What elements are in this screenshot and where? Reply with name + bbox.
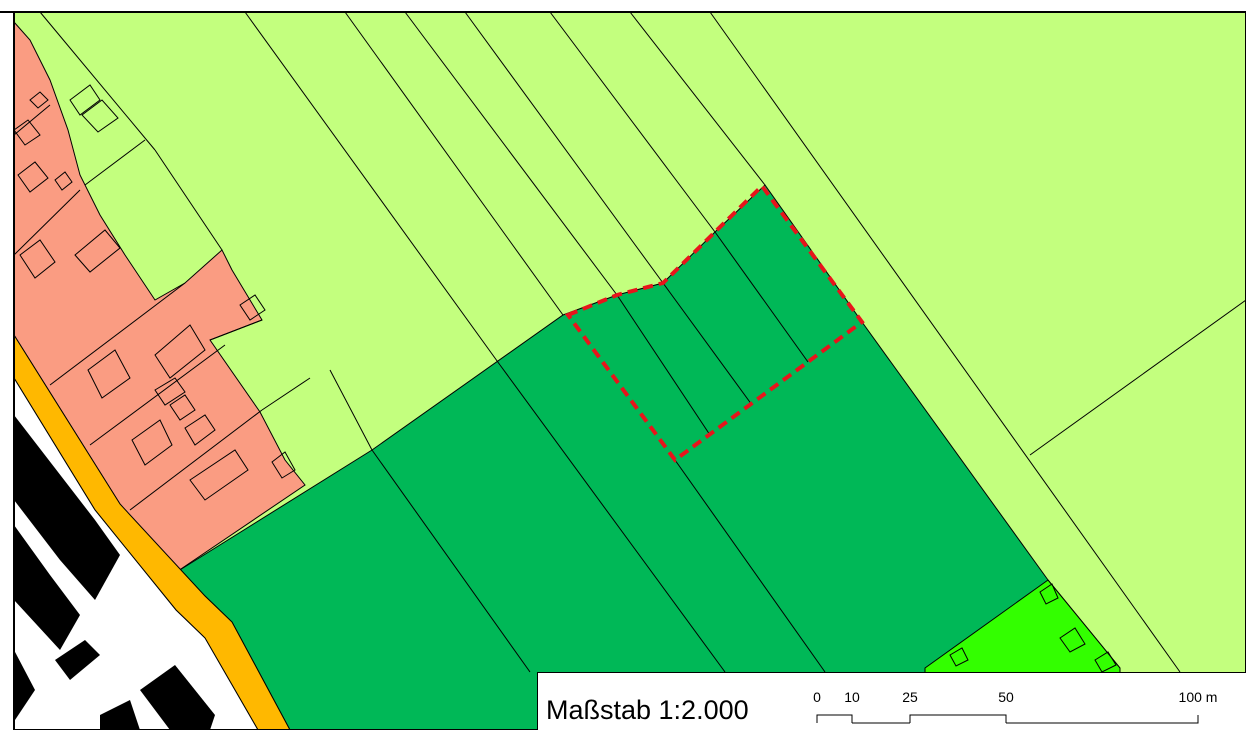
parcel-lines [13, 11, 1246, 673]
residential-area [13, 20, 306, 574]
black-buildings [14, 415, 215, 730]
building-outline [13, 84, 1117, 673]
scale-title: Maßstab 1:2.000 [546, 695, 749, 725]
scale-tick-label: 50 [998, 689, 1014, 705]
scale-bar [816, 714, 1199, 724]
scale-tick-label: 0 [813, 689, 821, 705]
scale-tick-label: 100 m [1178, 689, 1218, 705]
highlighted-parcel-outline [564, 182, 865, 463]
scale-tick-label: 25 [902, 689, 918, 705]
scale-tick-label: 10 [844, 689, 860, 705]
urban-area [13, 376, 259, 730]
scale-legend: Maßstab 1:2.000 0 10 25 50 100 m [537, 672, 1246, 730]
